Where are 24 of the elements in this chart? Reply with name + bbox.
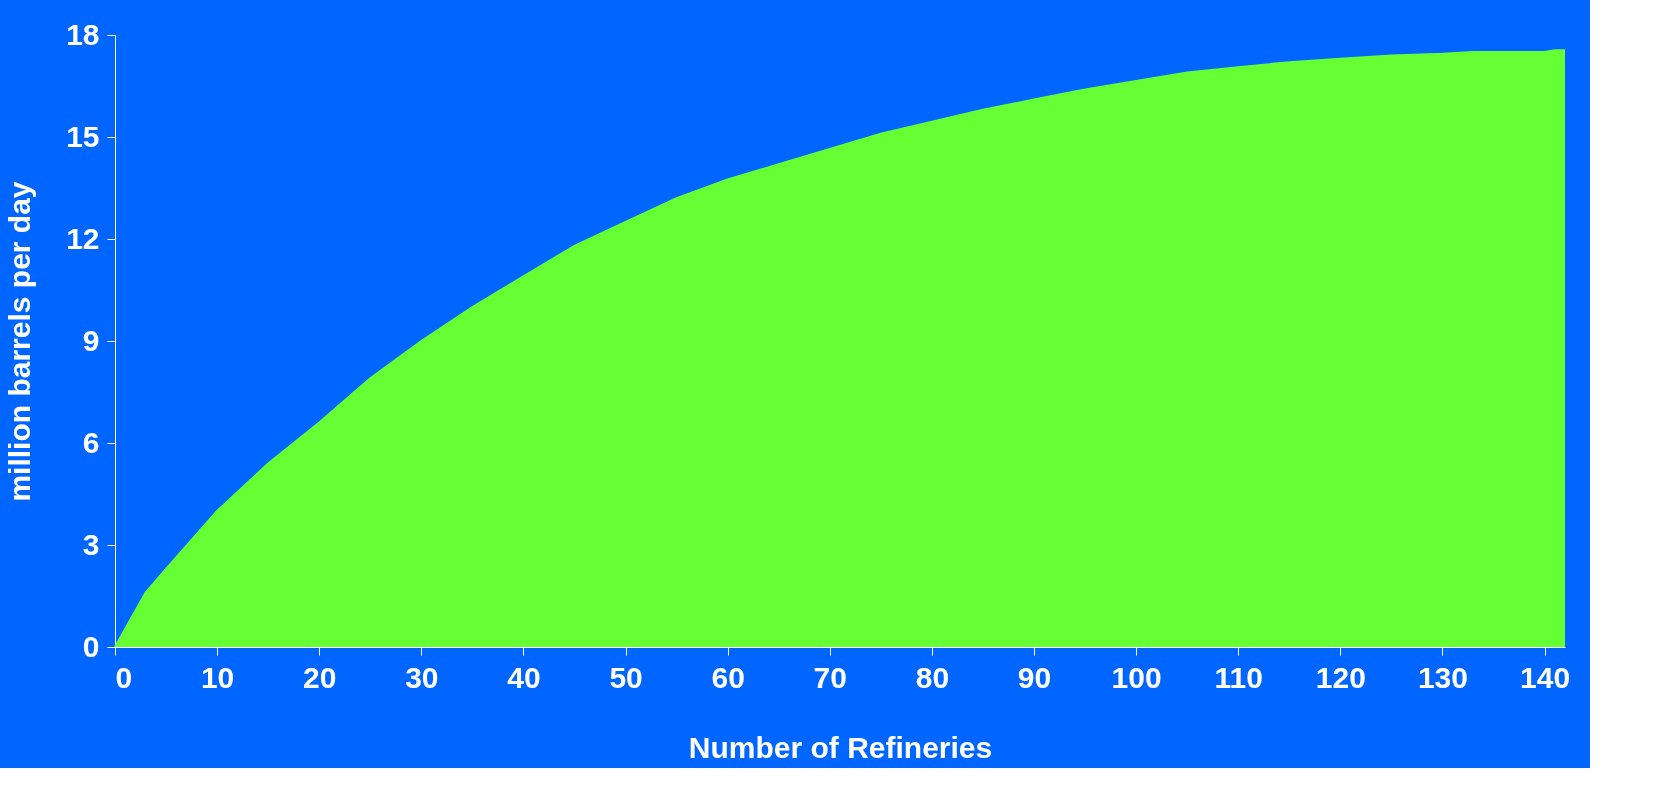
x-tick-label: 100	[1111, 660, 1162, 694]
y-tick-label: 0	[82, 629, 100, 663]
x-tick-label: 90	[1017, 660, 1052, 694]
y-tick-label: 15	[66, 119, 100, 153]
x-tick-label: 40	[507, 660, 541, 694]
y-axis-title: million barrels per day	[3, 181, 37, 502]
x-tick-label: 10	[200, 660, 235, 694]
x-tick-label: 30	[405, 660, 439, 694]
x-tick-label: 50	[609, 660, 643, 694]
x-tick-label: 80	[915, 660, 950, 694]
y-tick-label: 9	[82, 323, 100, 357]
x-tick-label: 110	[1214, 660, 1263, 694]
x-tick-label: 60	[711, 660, 745, 694]
x-tick-label: 120	[1315, 660, 1366, 694]
y-tick-label: 3	[82, 527, 100, 561]
x-tick-label: 20	[303, 660, 337, 694]
x-axis-title: Number of Refineries	[688, 730, 993, 764]
x-tick-label: 70	[813, 660, 847, 694]
x-tick-label: 140	[1520, 660, 1571, 694]
y-tick-label: 18	[66, 17, 100, 51]
x-tick-label: 130	[1417, 660, 1468, 694]
x-tick-label: 0	[115, 660, 133, 694]
y-tick-label: 12	[66, 221, 100, 255]
y-tick-label: 6	[82, 425, 100, 459]
